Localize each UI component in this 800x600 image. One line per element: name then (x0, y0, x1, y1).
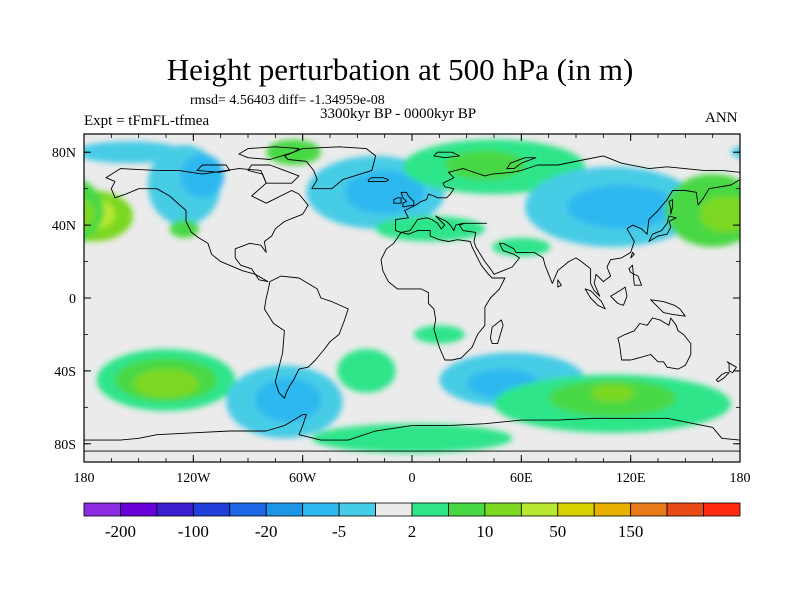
anomaly-4 (180, 154, 225, 198)
coastline-ireland (393, 197, 402, 204)
y-tick-label: 40S (54, 365, 76, 380)
x-tick-label: 60E (510, 471, 533, 486)
y-tick-label: 0 (69, 292, 76, 307)
plot-clip (84, 134, 740, 462)
anomaly-21 (255, 378, 321, 422)
colorbar-box-0 (83, 502, 121, 517)
colorbar: -200 -100 -20 -5 2 10 50 150 (83, 502, 741, 541)
colorbar-box-13 (557, 502, 595, 517)
colorbar-box-16 (666, 502, 704, 517)
coastline-taiwan (630, 251, 635, 259)
experiment-label: Expt = tFmFL-tfmea (84, 113, 210, 129)
x-tick-label: 120W (176, 471, 211, 486)
coastline-great-britain (400, 191, 415, 208)
x-tick-label: 0 (409, 471, 416, 486)
coastline-antarctica (84, 414, 740, 452)
colorbar-label: -5 (332, 522, 346, 541)
coastline-north-america (105, 168, 309, 283)
colorbar-label: 2 (408, 522, 417, 541)
anomaly-8 (344, 170, 425, 215)
coastline-new-zealand-north (726, 361, 737, 374)
coastline-victoria-island (196, 164, 231, 173)
stats-text: rmsd= 4.56403 diff= -1.34959e-08 (190, 93, 385, 108)
anomaly-15 (699, 195, 740, 233)
x-tick-label: 180 (74, 471, 95, 486)
season-label: ANN (705, 110, 738, 126)
coastline-australia (617, 317, 692, 370)
anomaly-27 (590, 383, 635, 402)
anomaly-15-wrap (84, 199, 95, 230)
coastline-eurasia (395, 155, 740, 297)
coastline-japan (648, 215, 677, 242)
coastline-madagascar (489, 319, 504, 345)
colorbar-box-7 (338, 502, 376, 517)
coastline-borneo (610, 286, 628, 306)
x-tick-label: 120E (616, 471, 646, 486)
colorbar-label: 50 (549, 522, 566, 541)
colorbar-box-12 (520, 502, 559, 517)
colorbar-label: 150 (618, 522, 644, 541)
colorbar-label: -200 (105, 522, 136, 541)
plot-area (84, 134, 740, 462)
colorbar-box-9 (411, 502, 449, 517)
colorbar-box-3 (192, 502, 231, 517)
anomaly-5 (169, 219, 199, 238)
anomaly-19 (133, 369, 199, 399)
coastline-svalbard (433, 151, 460, 159)
colorbar-box-14 (593, 502, 632, 517)
colorbar-box-17 (703, 502, 741, 517)
anomaly-13 (566, 185, 677, 229)
coastline-ellesmere-island (238, 146, 300, 160)
anomaly-2-wrap (730, 146, 740, 159)
anomaly-layer (84, 139, 740, 453)
colorbar-box-1 (120, 502, 158, 517)
y-tick-label: 80S (54, 438, 76, 453)
coastline-iceland (367, 177, 389, 182)
colorbar-box-2 (156, 502, 194, 517)
coastlines (84, 146, 740, 452)
x-tick-label: 180 (730, 471, 751, 486)
colorbar-box-8 (375, 502, 413, 517)
x-tick-label: 60W (289, 471, 317, 486)
anomaly-11 (444, 150, 525, 180)
chart-subtitle: 3300kyr BP - 0000kyr BP (320, 106, 477, 122)
coastline-baffin-island (247, 164, 300, 184)
colorbar-label: -20 (255, 522, 278, 541)
y-tick-label: 40N (52, 219, 76, 234)
colorbar-box-11 (484, 502, 522, 517)
anomaly-28 (311, 423, 513, 453)
colorbar-box-4 (229, 502, 267, 517)
colorbar-box-10 (448, 502, 486, 517)
coastline-sumatra (584, 288, 606, 310)
colorbar-box-6 (302, 502, 340, 517)
coastline-africa (380, 230, 506, 361)
anomaly-9 (375, 216, 485, 242)
coastline-sakhalin (668, 199, 674, 215)
colorbar-label: -100 (178, 522, 209, 541)
coastline-sri-lanka (557, 279, 562, 288)
axes: 180 120W 60W 0 60E 120E 180 80N 40N 0 40S 80S (52, 133, 751, 486)
coastline-new-guinea (650, 299, 686, 317)
coastline-novaya-zemlya (506, 157, 537, 170)
anomaly-22 (337, 349, 396, 393)
colorbar-label: 10 (476, 522, 493, 541)
coastline-new-zealand-south (715, 372, 730, 383)
coastline-philippines (628, 264, 643, 286)
coastline-south-america (263, 275, 349, 399)
colorbar-box-5 (265, 502, 304, 517)
colorbar-box-15 (630, 502, 668, 517)
coastline-greenland (283, 146, 377, 190)
anomaly-29 (413, 325, 465, 344)
y-tick-label: 80N (52, 146, 76, 161)
chart-title: Height perturbation at 500 hPa (in m) (166, 52, 634, 87)
